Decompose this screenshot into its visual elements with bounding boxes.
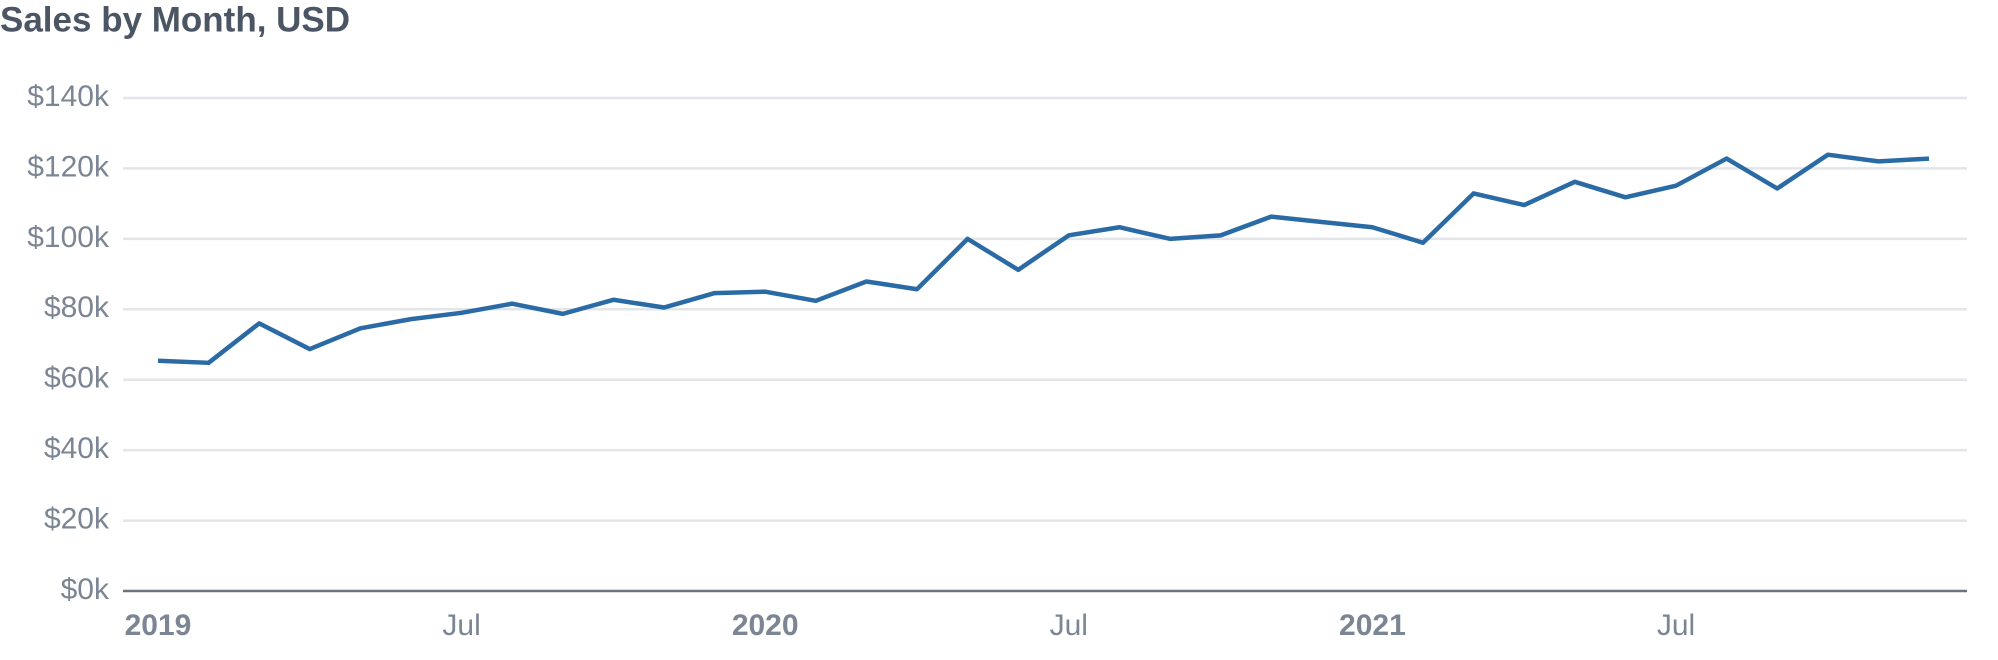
y-tick-label: $40k: [44, 432, 110, 465]
x-tick-label: 2019: [125, 609, 192, 642]
x-tick-label: Jul: [1050, 609, 1088, 642]
y-tick-label: $80k: [44, 291, 110, 324]
y-tick-label: $100k: [27, 221, 110, 254]
y-tick-label: $0k: [61, 573, 110, 606]
y-tick-label: $140k: [27, 80, 110, 113]
x-tick-label: 2020: [732, 609, 799, 642]
x-tick-label: 2021: [1339, 609, 1406, 642]
data-line: [157, 152, 1930, 366]
y-tick-label: $20k: [44, 502, 110, 535]
y-tick-label: $60k: [44, 362, 110, 395]
y-tick-label: $120k: [27, 150, 110, 183]
x-tick-label: Jul: [1657, 609, 1695, 642]
x-tick-label: Jul: [442, 609, 480, 642]
chart-title: Sales by Month, USD: [0, 0, 350, 39]
